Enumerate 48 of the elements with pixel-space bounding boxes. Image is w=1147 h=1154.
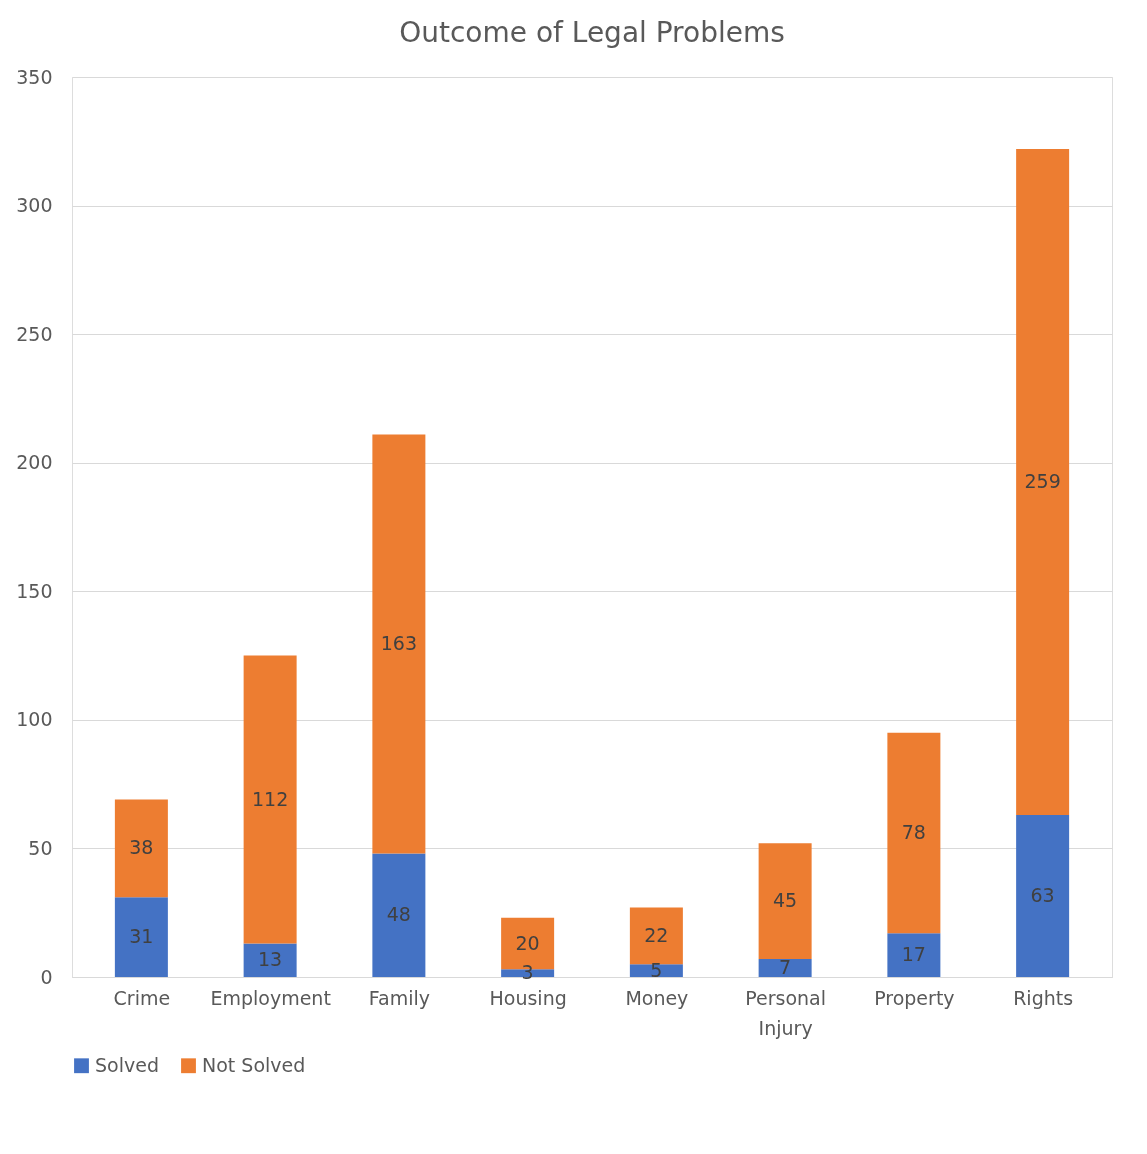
y-tick-label: 300: [16, 194, 53, 217]
x-tick-label: Rights: [1013, 986, 1074, 1009]
y-tick-label: 350: [16, 65, 53, 88]
data-label: 31: [129, 925, 154, 948]
bar: [114, 799, 168, 898]
data-label: 112: [251, 787, 289, 810]
bar: [758, 843, 812, 959]
data-label: 20: [515, 931, 540, 954]
bar: [372, 853, 426, 977]
data-label: 22: [644, 923, 669, 946]
x-tick-label: Property: [874, 986, 955, 1009]
bar: [243, 943, 297, 977]
bar: [758, 959, 812, 977]
bar: [887, 933, 941, 977]
x-tick-label: Housing: [489, 986, 567, 1009]
bar: [1016, 149, 1070, 815]
y-tick-label: 50: [28, 836, 53, 859]
bar: [629, 964, 683, 977]
y-tick-label: 0: [40, 965, 53, 988]
bar: [887, 732, 941, 934]
y-tick-label: 100: [16, 708, 53, 731]
data-label: 5: [650, 958, 663, 981]
data-label: 17: [901, 943, 926, 966]
x-tick-label: Crime: [113, 986, 171, 1009]
data-label: 163: [380, 632, 418, 654]
legend-label: Not Solved: [202, 1053, 306, 1076]
chart-title: Outcome of Legal Problems: [399, 16, 785, 49]
x-tick-label: Employment: [210, 986, 331, 1009]
data-label: 38: [129, 836, 154, 859]
x-tick-label: Money: [625, 986, 689, 1009]
data-label: 13: [258, 948, 283, 971]
data-label: 7: [779, 956, 792, 978]
bar: [629, 907, 683, 965]
data-label: 63: [1030, 884, 1055, 906]
legend-label: Solved: [95, 1053, 159, 1076]
bar: [372, 434, 426, 854]
data-label: 78: [901, 821, 926, 843]
bar: [1016, 815, 1070, 977]
y-tick-label: 200: [16, 451, 53, 474]
x-tick-label: Personal Injury: [745, 986, 827, 1039]
data-label: 48: [386, 903, 411, 926]
data-label: 259: [1024, 470, 1061, 492]
y-tick-label: 250: [16, 322, 53, 345]
bar: [114, 897, 168, 977]
y-tick-label: 150: [16, 579, 53, 602]
bar: [243, 655, 297, 944]
x-tick-label: Family: [368, 986, 430, 1009]
data-label: 45: [773, 889, 798, 912]
